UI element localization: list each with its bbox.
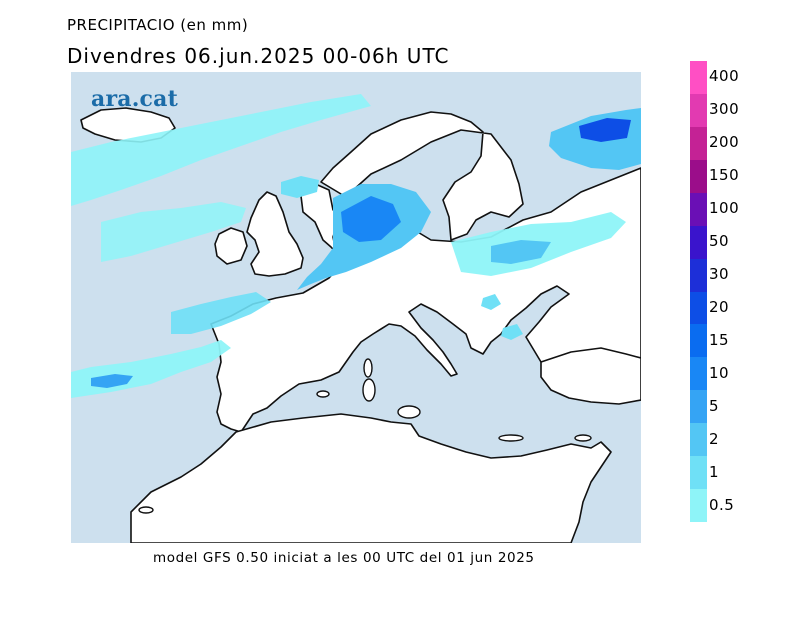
balearic-islands [316, 390, 330, 398]
legend-label: 100 [709, 199, 740, 218]
ireland [214, 227, 248, 265]
legend-label: 150 [709, 166, 740, 185]
legend-swatch [690, 390, 707, 424]
legend-label: 1 [709, 462, 720, 481]
legend-label: 400 [709, 67, 740, 86]
sicily [397, 405, 421, 419]
canary-islands [138, 506, 154, 514]
precipitation-map: ara.cat [71, 72, 641, 543]
great-britain [246, 191, 304, 277]
continent [210, 111, 641, 433]
color-legend: 400 300 200 150 100 50 30 20 15 10 5 2 1 0.5 [690, 61, 739, 523]
legend-label: 200 [709, 133, 740, 152]
legend-swatch [690, 225, 707, 260]
model-info: model GFS 0.50 iniciat a les 00 UTC del … [153, 550, 535, 566]
legend-label: 300 [709, 100, 740, 119]
anatolia [540, 347, 641, 405]
legend-label: 15 [709, 330, 730, 349]
legend-label: 0.5 [709, 495, 735, 514]
legend-label: 5 [709, 396, 720, 415]
land-masses [80, 107, 641, 543]
legend-swatch [690, 456, 707, 490]
rain-core-russia [579, 118, 631, 142]
legend-label: 20 [709, 297, 730, 316]
legend-swatch [690, 126, 707, 161]
rain-spot-hungary [501, 324, 523, 340]
legend-label: 10 [709, 363, 730, 382]
rain-core-atlantic [91, 374, 133, 388]
rain-band-biscay [171, 292, 271, 334]
sardinia [362, 378, 376, 402]
precipitation-patches [71, 94, 641, 398]
rain-core-central-europe [341, 196, 401, 242]
legend-swatch [690, 258, 707, 292]
legend-swatch [690, 192, 707, 227]
crete [498, 434, 524, 442]
cyprus [574, 434, 592, 442]
legend-swatch [690, 93, 707, 128]
watermark-logo: ara.cat [91, 86, 178, 112]
legend-swatch [690, 357, 707, 391]
legend-swatch [690, 324, 707, 358]
legend-label: 2 [709, 429, 720, 448]
legend-swatch [690, 291, 707, 325]
legend-swatch [690, 489, 707, 523]
legend-swatch [690, 159, 707, 194]
forecast-period: Divendres 06.jun.2025 00-06h UTC [67, 44, 450, 68]
legend-label: 50 [709, 232, 730, 251]
rain-band-mid-atlantic [101, 202, 246, 262]
legend-label: 30 [709, 265, 730, 284]
legend-swatch [690, 61, 707, 95]
corsica [363, 358, 373, 378]
rain-band-north-sea [281, 176, 319, 198]
legend-swatch [690, 423, 707, 457]
islands [138, 358, 592, 514]
chart-title: PRECIPITACIO (en mm) [67, 16, 249, 34]
north-africa [130, 413, 612, 543]
rain-band-north-atlantic [71, 94, 371, 206]
rain-spot-balkans [481, 294, 501, 310]
rain-core-eastern-europe [491, 240, 551, 264]
